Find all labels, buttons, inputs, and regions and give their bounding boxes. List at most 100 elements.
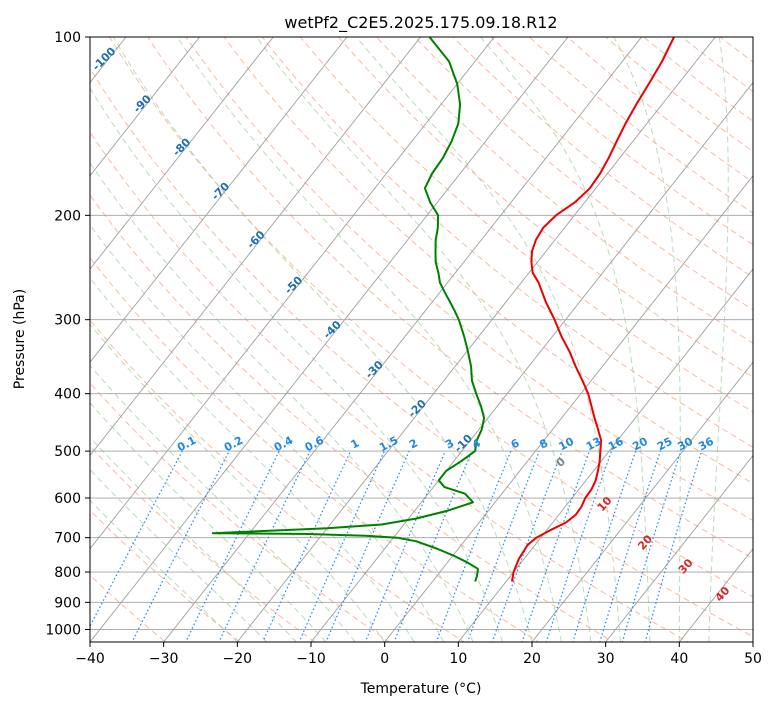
mixing-ratio-line <box>466 450 540 642</box>
y-tick-label: 300 <box>54 313 81 329</box>
dry-adiabat-line <box>414 37 753 311</box>
mixing-ratio-line <box>599 450 661 642</box>
isotherms <box>90 37 753 642</box>
y-axis-label: Pressure (hPa) <box>12 289 28 389</box>
dry-adiabat-line <box>90 382 391 642</box>
mixing-ratio-line <box>262 450 352 642</box>
moist-adiabat-line <box>613 37 681 642</box>
x-tick-label: 30 <box>597 651 615 667</box>
y-tick-label: 600 <box>54 491 81 507</box>
dry-adiabat-line <box>566 37 753 183</box>
dry-adiabat-line <box>90 445 316 642</box>
x-tick-label: 10 <box>449 651 467 667</box>
mixing-ratio-label: 25 <box>655 435 675 454</box>
mixing-ratio-line <box>644 450 703 642</box>
moist-adiabat-line <box>90 364 356 642</box>
sounding-traces <box>211 37 675 582</box>
y-tick-label: 700 <box>54 531 81 547</box>
mixing-ratio-label: 10 <box>557 435 577 454</box>
dry-adiabat-line <box>261 37 753 448</box>
isotherm-line <box>90 37 422 457</box>
mixing-ratio-line <box>218 450 311 642</box>
mixing-ratio-label: 20 <box>630 435 650 454</box>
isotherm-line <box>163 37 643 642</box>
x-tick-label: 50 <box>744 651 762 667</box>
isotherm-line <box>90 37 495 550</box>
mixing-ratio-line <box>364 450 446 642</box>
isotherm-line <box>90 37 348 363</box>
isotherm-line <box>236 37 716 642</box>
plot-background <box>90 37 753 642</box>
dry-adiabat-line <box>604 37 753 152</box>
y-tick-label: 1000 <box>45 622 81 638</box>
dry-adiabats <box>90 10 775 654</box>
moist-adiabat-line <box>708 37 729 642</box>
x-tick-label: 40 <box>670 651 688 667</box>
dry-adiabat-line <box>760 10 775 654</box>
x-tick-label: 0 <box>380 651 389 667</box>
dry-adiabat-line <box>376 37 753 344</box>
moist-adiabat-line <box>480 37 651 642</box>
x-tick-label: −40 <box>75 651 105 667</box>
isotherm-line <box>605 454 753 642</box>
dry-adiabat-line <box>90 319 466 642</box>
moist-adiabat-line <box>90 499 238 642</box>
mixing-ratio-line <box>325 450 410 642</box>
dry-adiabat-line <box>90 256 540 642</box>
moist-adiabats <box>90 37 729 642</box>
dry-adiabat-line <box>337 37 753 378</box>
isotherm-line <box>457 268 753 642</box>
isotherm-line <box>384 175 753 642</box>
moist-adiabat-line <box>176 37 562 642</box>
y-tick-label: 400 <box>54 387 81 403</box>
mixing-ratio-line <box>185 450 280 642</box>
dry-adiabat-line <box>90 131 690 642</box>
y-tick-label: 900 <box>54 595 81 611</box>
mixing-ratio-lines <box>90 450 703 642</box>
mixing-ratio-line <box>393 450 473 642</box>
x-axis-label: Temperature (°C) <box>360 681 482 697</box>
x-tick-label: 20 <box>523 651 541 667</box>
isotherm-line <box>90 37 274 270</box>
dry-adiabat-line <box>223 37 753 485</box>
y-axis: 100 200 300 400 500 600 700 800 900 1000 <box>45 30 90 638</box>
x-tick-label: −10 <box>296 651 326 667</box>
mixing-ratio-label: 13 <box>584 435 604 454</box>
y-tick-label: 800 <box>54 565 81 581</box>
mixing-ratio-line <box>435 450 512 642</box>
x-axis: −40 −30 −20 −10 0 10 20 30 40 50 <box>75 642 762 667</box>
chart-title: wetPf2_C2E5.2025.175.09.18.R12 <box>284 13 557 33</box>
dry-adiabat-line <box>185 37 753 522</box>
moist-adiabat-line <box>256 37 592 642</box>
moist-adiabat-line <box>90 87 503 642</box>
mixing-ratio-line <box>621 450 682 642</box>
y-tick-label: 500 <box>54 444 81 460</box>
moist-adiabat-line <box>90 224 445 642</box>
dry-adiabat-line <box>528 37 753 214</box>
mixing-ratio-label: 36 <box>696 435 716 454</box>
moist-adiabat-line <box>90 161 474 642</box>
dry-adiabat-line <box>90 67 753 638</box>
y-tick-label: 200 <box>54 208 81 224</box>
x-tick-label: −30 <box>149 651 179 667</box>
moist-adiabat-line <box>112 37 533 642</box>
temperature-line <box>511 37 675 582</box>
isotherm-line <box>310 81 753 642</box>
isotherm-line <box>90 37 569 642</box>
moist-adiabat-line <box>90 323 386 642</box>
dry-adiabat-line <box>490 37 753 246</box>
mixing-ratio-label: 30 <box>675 435 695 454</box>
plot-frame <box>89 36 754 643</box>
pressure-gridlines <box>90 37 753 630</box>
moist-adiabat-line <box>90 436 297 642</box>
dewpoint-line <box>211 37 486 582</box>
dry-adiabat-line <box>109 37 753 598</box>
dry-adiabat-line <box>643 37 753 122</box>
mixing-ratio-line <box>298 450 385 642</box>
mixing-ratio-label: 16 <box>606 435 626 454</box>
dry-adiabat-line <box>90 194 615 642</box>
dry-adiabat-line <box>452 37 753 278</box>
moist-adiabat-line <box>356 37 621 642</box>
x-tick-label: −20 <box>223 651 253 667</box>
